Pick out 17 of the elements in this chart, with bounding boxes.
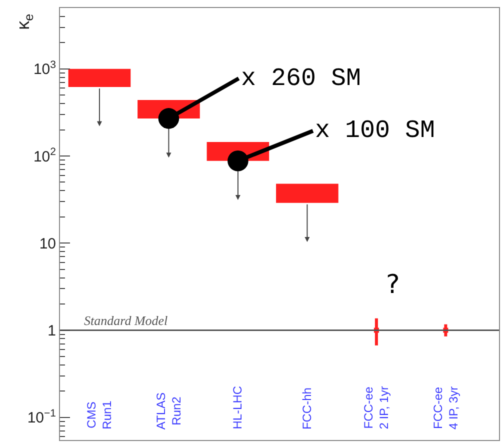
x-tick-label: CMS Run1 — [84, 400, 114, 430]
annotation: x 260 SM — [241, 64, 362, 93]
bar — [68, 68, 131, 87]
bar — [276, 184, 338, 203]
x-tick-label: FCC-hh — [300, 388, 314, 430]
annotation: ? — [386, 270, 400, 300]
x-tick-label: HL-LHC — [230, 386, 245, 430]
ref-line-label: Standard Model — [84, 313, 168, 328]
y-tick-label: 1 — [48, 322, 56, 340]
annotation: x 100 SM — [315, 116, 436, 145]
y-tick-label: 10$^{2}$ — [33, 146, 56, 166]
y-tick-label: 10 — [39, 235, 56, 252]
y-tick-label: 10$^{3}$ — [33, 58, 56, 78]
x-tick-label: FCC-ee 4 IP, 3yr — [430, 386, 460, 430]
y-tick-label: 10$^{−1}$ — [27, 407, 56, 427]
x-tick-label: FCC-ee 2 IP, 1yr — [362, 386, 392, 430]
x-tick-label: ATLAS Run2 — [154, 392, 184, 430]
